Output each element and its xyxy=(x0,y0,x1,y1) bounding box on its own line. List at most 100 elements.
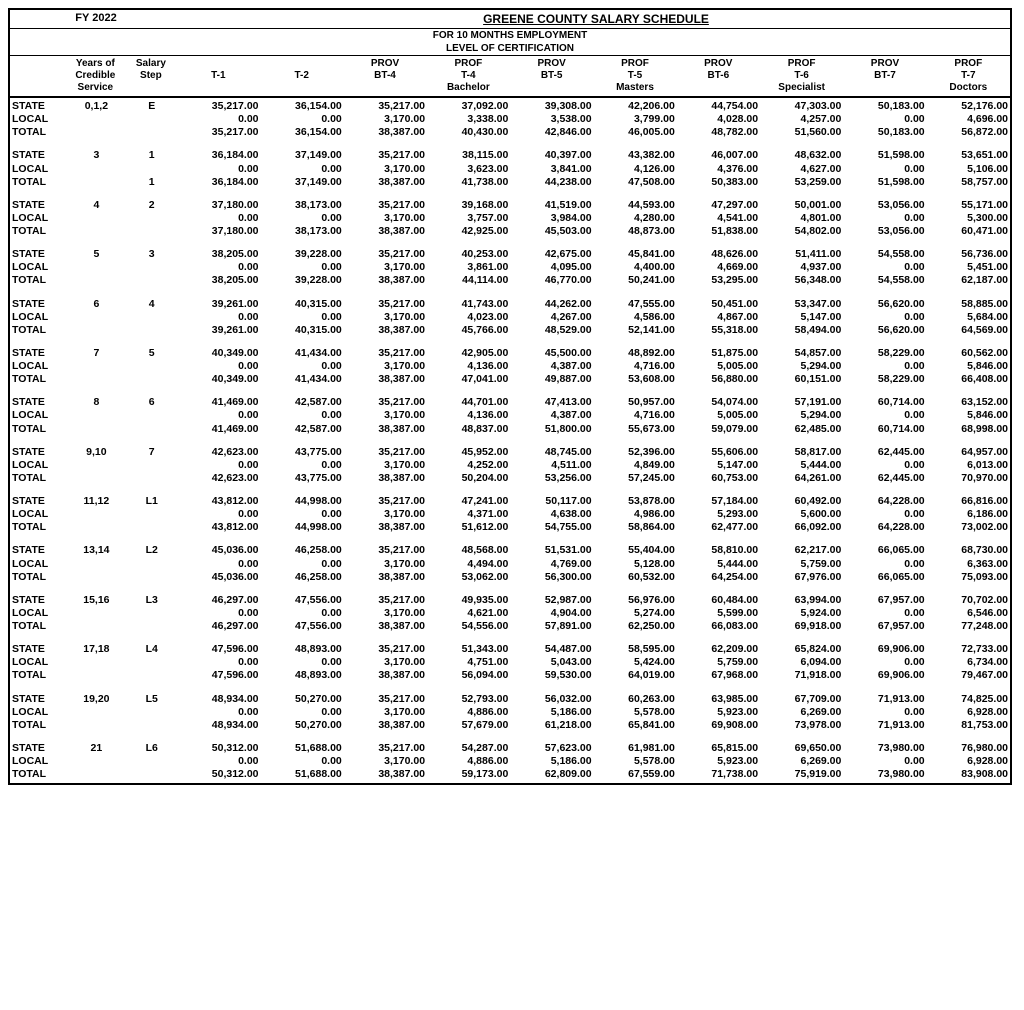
val-cell: 6,546.00 xyxy=(927,607,1010,620)
val-cell: 47,041.00 xyxy=(427,373,510,386)
val-cell: 44,998.00 xyxy=(261,521,344,534)
val-cell: 0.00 xyxy=(843,656,926,669)
val-cell: 3,338.00 xyxy=(427,113,510,126)
row-label: TOTAL xyxy=(10,423,67,436)
val-cell: 0.00 xyxy=(843,261,926,274)
val-cell: 50,183.00 xyxy=(843,100,926,113)
val-cell: 60,714.00 xyxy=(843,423,926,436)
row-state: STATE11,12L143,812.0044,998.0035,217.004… xyxy=(10,495,1010,508)
step-cell xyxy=(126,274,177,287)
val-cell: 5,578.00 xyxy=(594,755,677,768)
row-label: STATE xyxy=(10,742,67,755)
val-cell: 58,494.00 xyxy=(760,324,843,337)
val-cell: 4,586.00 xyxy=(594,311,677,324)
val-cell: 58,864.00 xyxy=(594,521,677,534)
val-cell: 50,270.00 xyxy=(261,693,344,706)
val-cell: 45,500.00 xyxy=(510,347,593,360)
row-label: LOCAL xyxy=(10,558,67,571)
years-cell xyxy=(67,607,127,620)
val-cell: 5,128.00 xyxy=(594,558,677,571)
step-cell: L3 xyxy=(126,594,177,607)
val-cell: 0.00 xyxy=(261,409,344,422)
val-cell: 0.00 xyxy=(843,607,926,620)
val-cell: 0.00 xyxy=(177,755,260,768)
val-cell: 4,387.00 xyxy=(510,360,593,373)
val-cell: 64,569.00 xyxy=(927,324,1010,337)
row-label: TOTAL xyxy=(10,620,67,633)
val-cell: 4,627.00 xyxy=(760,163,843,176)
val-cell: 40,315.00 xyxy=(261,324,344,337)
val-cell: 57,191.00 xyxy=(760,396,843,409)
val-cell: 41,469.00 xyxy=(177,423,260,436)
val-cell: 38,387.00 xyxy=(344,669,427,682)
val-cell: 3,984.00 xyxy=(510,212,593,225)
val-cell: 3,170.00 xyxy=(344,113,427,126)
val-cell: 56,736.00 xyxy=(927,248,1010,261)
val-cell: 36,154.00 xyxy=(261,100,344,113)
val-cell: 5,444.00 xyxy=(760,459,843,472)
val-cell: 5,846.00 xyxy=(927,360,1010,373)
row-label: STATE xyxy=(10,149,67,162)
val-cell: 3,170.00 xyxy=(344,311,427,324)
val-cell: 57,891.00 xyxy=(510,620,593,633)
val-cell: 36,184.00 xyxy=(177,149,260,162)
val-cell: 39,168.00 xyxy=(427,199,510,212)
val-cell: 62,209.00 xyxy=(677,643,760,656)
years-cell xyxy=(67,176,127,189)
val-cell: 0.00 xyxy=(177,656,260,669)
val-cell: 40,397.00 xyxy=(510,149,593,162)
val-cell: 39,308.00 xyxy=(510,100,593,113)
years-cell: 6 xyxy=(67,298,127,311)
years-cell xyxy=(67,571,127,584)
val-cell: 0.00 xyxy=(261,706,344,719)
val-cell: 3,170.00 xyxy=(344,508,427,521)
val-cell: 38,387.00 xyxy=(344,719,427,732)
step-cell xyxy=(126,126,177,139)
row-local: LOCAL0.000.003,170.004,886.005,186.005,5… xyxy=(10,755,1010,768)
val-cell: 6,928.00 xyxy=(927,755,1010,768)
row-local: LOCAL0.000.003,170.004,494.004,769.005,1… xyxy=(10,558,1010,571)
val-cell: 35,217.00 xyxy=(344,693,427,706)
step-cell xyxy=(126,706,177,719)
row-label: STATE xyxy=(10,199,67,212)
row-label: TOTAL xyxy=(10,472,67,485)
years-cell xyxy=(67,459,127,472)
val-cell: 50,312.00 xyxy=(177,742,260,755)
val-cell: 35,217.00 xyxy=(344,248,427,261)
val-cell: 0.00 xyxy=(261,459,344,472)
row-total: TOTAL41,469.0042,587.0038,387.0048,837.0… xyxy=(10,423,1010,436)
val-cell: 47,596.00 xyxy=(177,643,260,656)
val-cell: 5,684.00 xyxy=(927,311,1010,324)
val-cell: 59,173.00 xyxy=(427,768,510,781)
val-cell: 56,348.00 xyxy=(760,274,843,287)
row-label: LOCAL xyxy=(10,459,67,472)
val-cell: 4,849.00 xyxy=(594,459,677,472)
val-cell: 5,147.00 xyxy=(677,459,760,472)
val-cell: 38,387.00 xyxy=(344,571,427,584)
row-label: TOTAL xyxy=(10,719,67,732)
years-cell: 13,14 xyxy=(67,544,127,557)
col-T-5: PROFT-5Masters xyxy=(593,56,676,96)
years-cell: 19,20 xyxy=(67,693,127,706)
row-total: TOTAL38,205.0039,228.0038,387.0044,114.0… xyxy=(10,274,1010,287)
row-state: STATE17,18L447,596.0048,893.0035,217.005… xyxy=(10,643,1010,656)
val-cell: 42,587.00 xyxy=(261,396,344,409)
val-cell: 54,287.00 xyxy=(427,742,510,755)
val-cell: 43,812.00 xyxy=(177,521,260,534)
val-cell: 4,400.00 xyxy=(594,261,677,274)
row-state: STATE5338,205.0039,228.0035,217.0040,253… xyxy=(10,248,1010,261)
years-cell: 17,18 xyxy=(67,643,127,656)
val-cell: 60,753.00 xyxy=(677,472,760,485)
val-cell: 5,293.00 xyxy=(677,508,760,521)
row-local: LOCAL0.000.003,170.004,751.005,043.005,4… xyxy=(10,656,1010,669)
val-cell: 5,294.00 xyxy=(760,360,843,373)
salary-data-table: STATE0,1,2E35,217.0036,154.0035,217.0037… xyxy=(10,100,1010,781)
val-cell: 42,587.00 xyxy=(261,423,344,436)
val-cell: 0.00 xyxy=(177,459,260,472)
val-cell: 66,816.00 xyxy=(927,495,1010,508)
val-cell: 48,893.00 xyxy=(261,643,344,656)
years-cell xyxy=(67,212,127,225)
val-cell: 0.00 xyxy=(261,755,344,768)
row-label: TOTAL xyxy=(10,274,67,287)
val-cell: 75,919.00 xyxy=(760,768,843,781)
